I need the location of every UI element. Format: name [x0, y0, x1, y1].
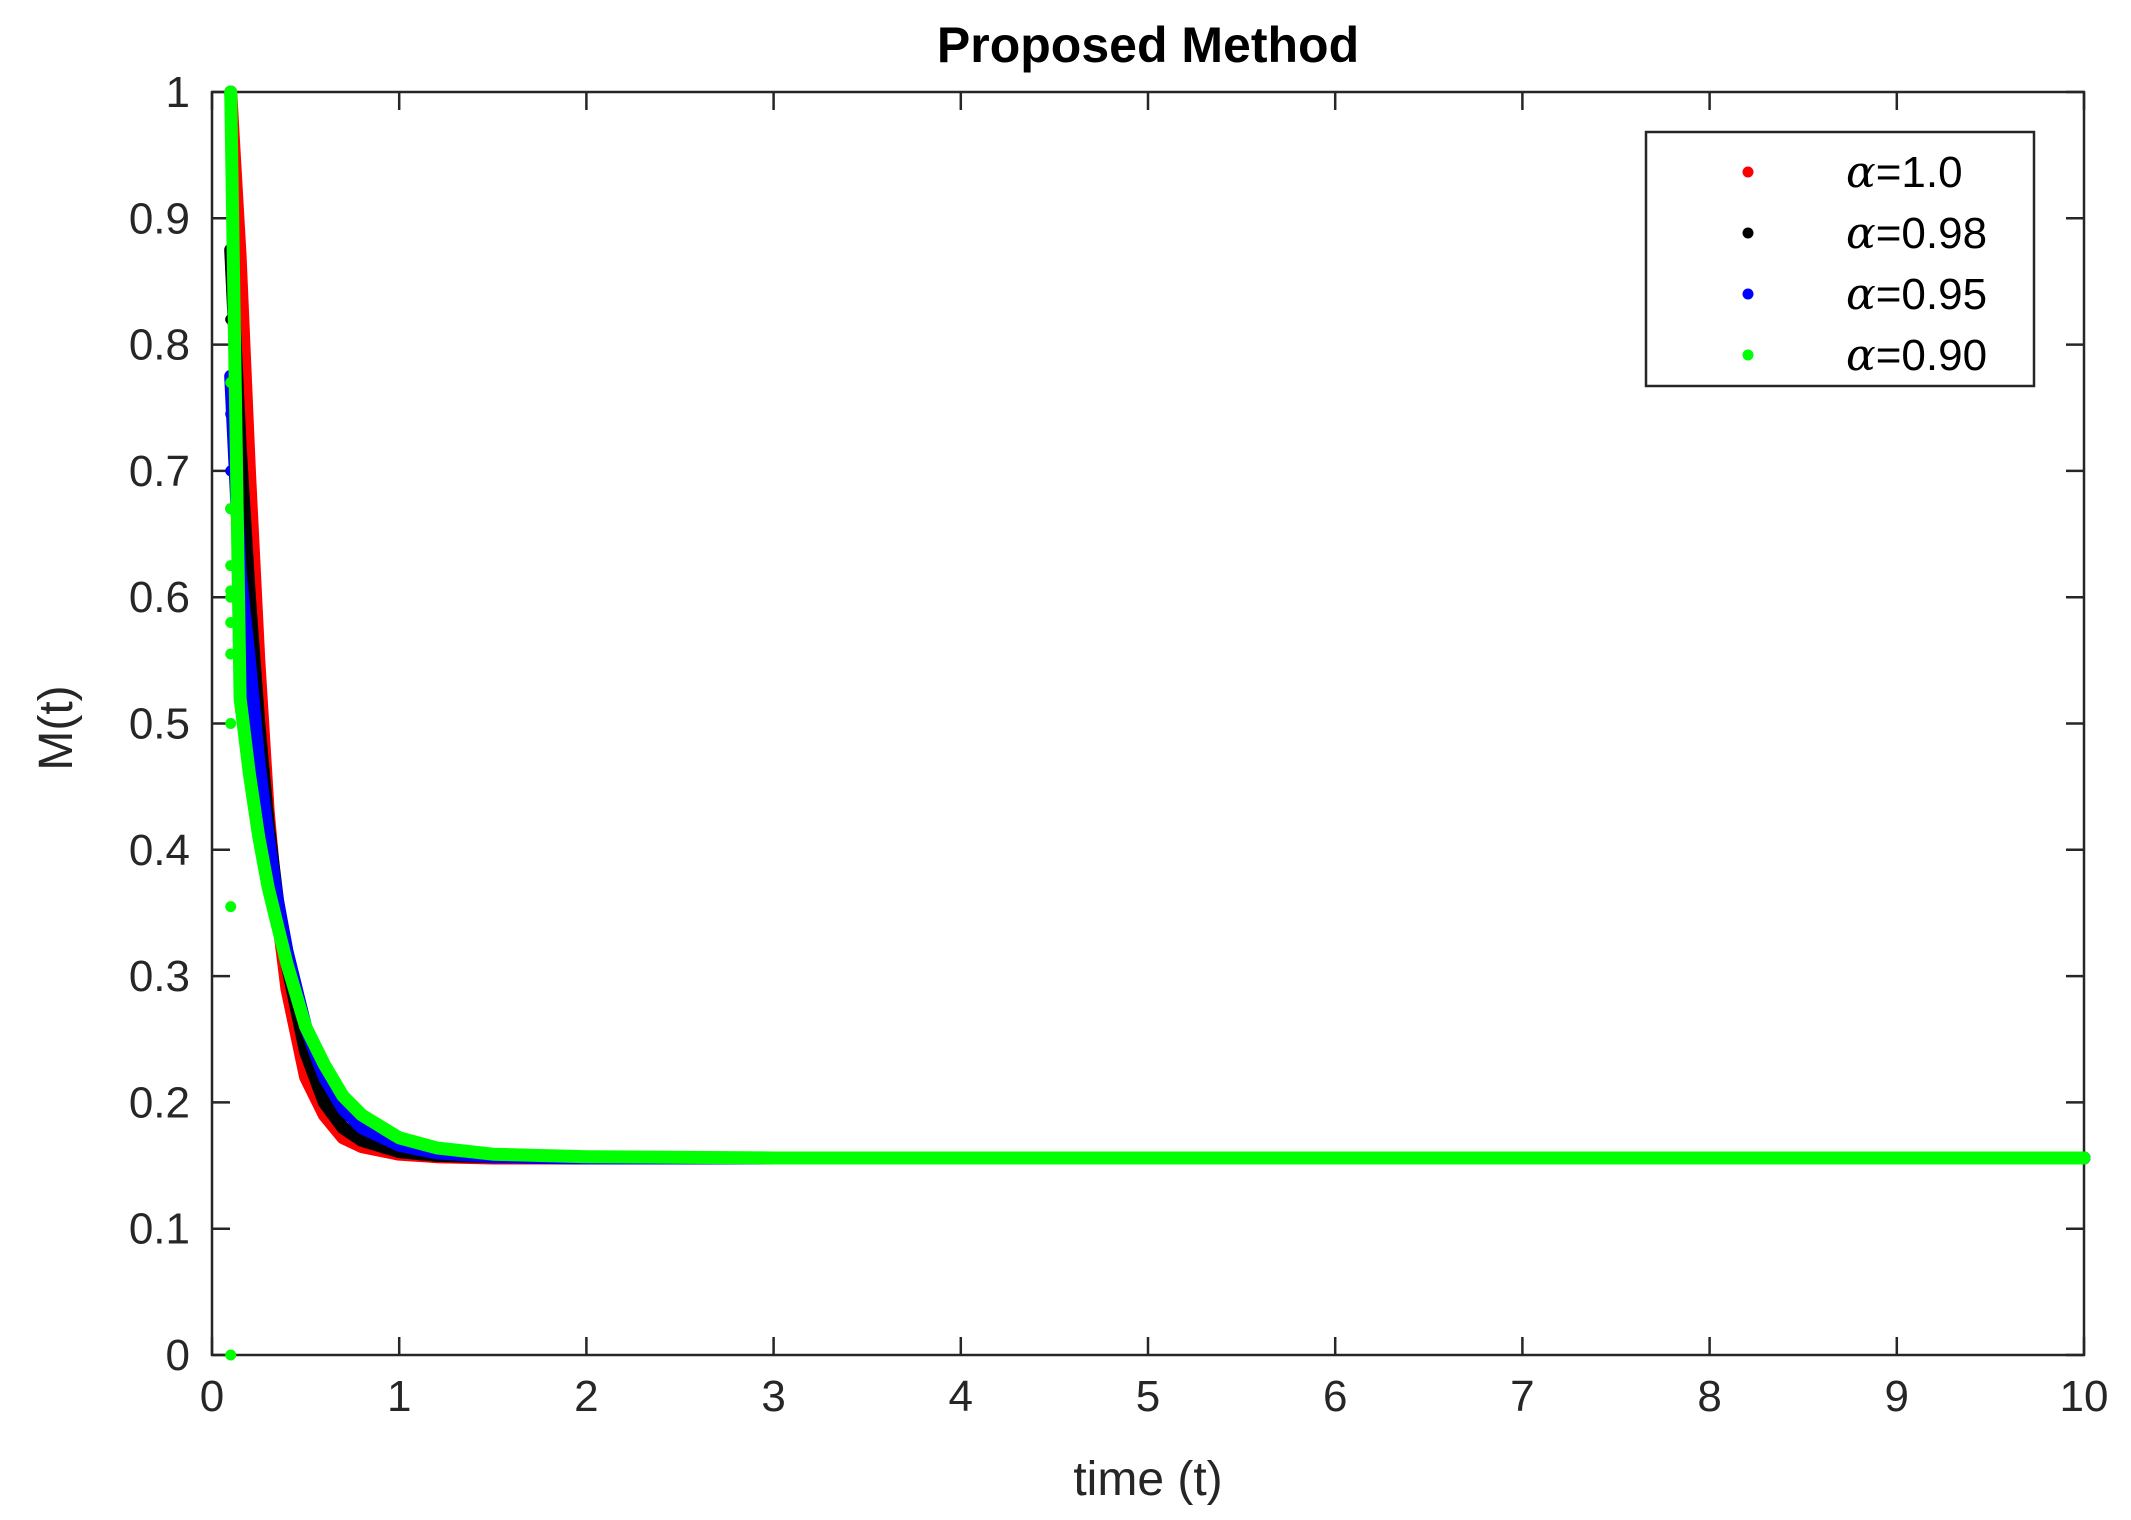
data-point	[225, 648, 237, 660]
data-point	[337, 1090, 349, 1102]
legend-box	[1644, 130, 2036, 388]
y-tick-label: 0.1	[129, 1205, 190, 1254]
data-point	[318, 1059, 330, 1071]
data-point	[356, 1109, 368, 1121]
data-point	[487, 1148, 499, 1160]
y-tick-label: 1	[166, 68, 190, 117]
data-point	[225, 86, 237, 98]
x-tick-label: 1	[387, 1372, 411, 1421]
data-point	[1142, 1152, 1154, 1164]
chart-title: Proposed Method	[937, 17, 1359, 73]
data-point	[234, 692, 246, 704]
data-point	[393, 1132, 405, 1144]
data-point	[225, 901, 237, 913]
data-point	[272, 920, 284, 932]
data-point	[243, 654, 255, 666]
x-tick-label: 3	[761, 1372, 785, 1421]
data-point	[243, 768, 255, 780]
data-point	[768, 1152, 780, 1164]
x-tick-label: 0	[200, 1372, 224, 1421]
x-tick-label: 2	[574, 1372, 598, 1421]
y-tick-label: 0.7	[129, 447, 190, 496]
y-tick-label: 0.5	[129, 700, 190, 749]
data-point	[337, 1122, 349, 1134]
data-point	[580, 1151, 592, 1163]
data-point	[225, 376, 237, 388]
series-4	[224, 85, 2091, 1361]
x-tick-label: 5	[1136, 1372, 1160, 1421]
data-point	[225, 616, 237, 628]
data-point	[1610, 1152, 1622, 1164]
x-tick-label: 8	[1697, 1372, 1721, 1421]
x-tick-label: 10	[2060, 1372, 2109, 1421]
data-point	[253, 831, 265, 843]
y-tick-label: 0.4	[129, 826, 190, 875]
x-axis-label: time (t)	[1073, 1453, 1222, 1506]
plot-area: 0 1 2 3 4 5 6 7 8 9 10 0 0.1 0.2 0.3 0.4 0.5 0.6 0.7 0.8 0.9…	[129, 68, 2109, 1421]
data-point	[225, 591, 237, 603]
legend-marker	[1742, 166, 1754, 178]
data-point	[262, 882, 274, 894]
y-tick-label: 0.9	[129, 194, 190, 243]
data-point	[356, 1134, 368, 1146]
legend-entry: α=1.0	[1846, 147, 1963, 198]
data-point	[318, 1096, 330, 1108]
y-tick-label: 0	[166, 1331, 190, 1380]
legend: α=1.0 α=0.98 α=0.95 α=0.90	[1644, 130, 2036, 388]
data-point	[225, 503, 237, 515]
y-axis-label: M(t)	[30, 685, 83, 770]
data-point	[300, 1021, 312, 1033]
legend-marker	[1742, 227, 1754, 239]
data-point	[281, 957, 293, 969]
data-point	[253, 755, 265, 767]
data-point	[431, 1142, 443, 1154]
x-tick-label: 7	[1510, 1372, 1534, 1421]
y-tick-label: 0.8	[129, 321, 190, 370]
legend-entry: α=0.95	[1846, 269, 1987, 320]
data-point	[225, 1349, 237, 1361]
legend-entry: α=0.90	[1846, 330, 1987, 381]
y-tick-label: 0.2	[129, 1078, 190, 1127]
y-tick-label: 0.6	[129, 573, 190, 622]
y-tick-label: 0.3	[129, 952, 190, 1001]
legend-marker	[1742, 349, 1754, 361]
data-point	[225, 718, 237, 729]
legend-entry: α=0.98	[1846, 208, 1987, 259]
x-tick-label: 9	[1885, 1372, 1909, 1421]
x-tick-label: 6	[1323, 1372, 1347, 1421]
data-point	[2078, 1152, 2090, 1164]
data-point	[356, 1122, 368, 1134]
data-point	[225, 560, 237, 572]
legend-marker	[1742, 288, 1754, 300]
x-tick-label: 4	[949, 1372, 973, 1421]
